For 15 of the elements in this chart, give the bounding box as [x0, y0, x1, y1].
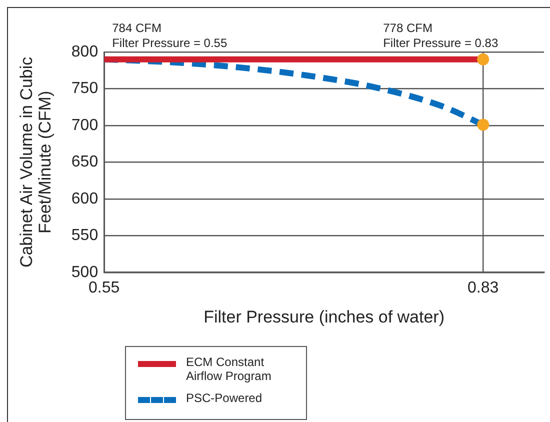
x-tick-label: 0.55	[88, 279, 120, 296]
y-tick-label: 550	[71, 227, 98, 244]
y-tick-label: 750	[71, 80, 98, 98]
legend-label: PSC-Powered	[186, 391, 264, 405]
y-axis-title: Cabinet Air Volume in Cubic Feet/Minute (CFM)	[17, 56, 55, 268]
legend-label: ECM Constant Airflow Program	[186, 355, 272, 383]
y-tick-label: 600	[71, 190, 98, 208]
x-axis-title: Filter Pressure (inches of water)	[204, 307, 444, 326]
text: 784 CFM Filter Pressure = 0.55	[112, 21, 228, 50]
y-tick-label: 700	[71, 116, 98, 134]
y-tick-label: 800	[71, 43, 98, 60]
y-tick-label: 650	[71, 154, 98, 171]
x-tick-label: 0.83	[468, 279, 499, 296]
text: 778 CFM Filter Pressure = 0.83	[383, 21, 498, 50]
y-tick-label: 500	[71, 264, 98, 281]
